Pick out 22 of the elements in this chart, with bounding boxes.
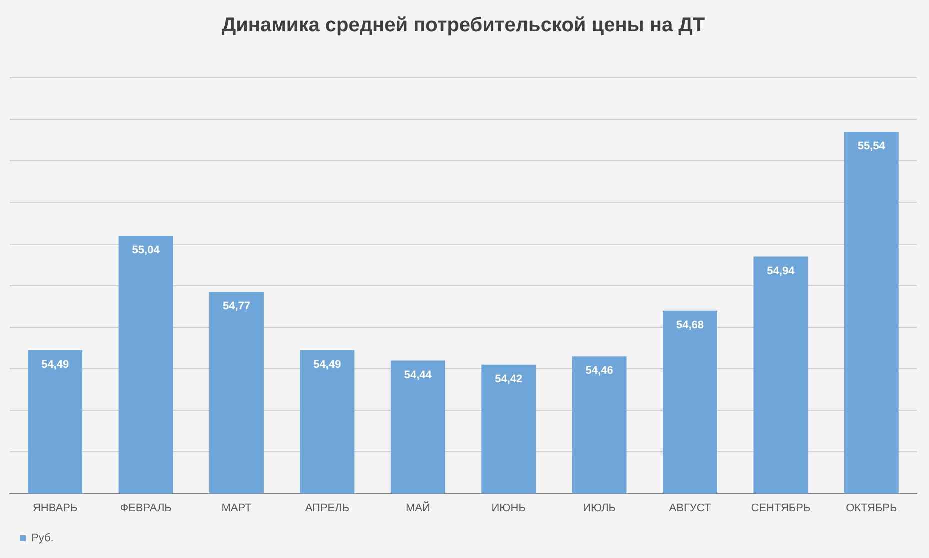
x-tick-label: ЯНВАРЬ [32,502,78,514]
x-tick-label: ОКТЯБРЬ [846,502,898,514]
x-tick-label: ИЮНЬ [492,502,526,514]
data-label: 54,44 [404,369,433,382]
data-label: 54,49 [314,358,342,371]
data-label: 54,77 [222,300,251,313]
data-label: 54,94 [767,265,796,278]
x-tick-label: МАРТ [222,502,252,514]
x-tick-label: ИЮЛЬ [583,502,616,514]
data-label: 55,54 [858,140,886,153]
data-label: 54,46 [586,365,614,378]
data-label: 54,68 [676,319,704,332]
x-tick-label: ФЕВРАЛЬ [120,502,172,514]
x-tick-label: МАЙ [406,501,430,514]
data-label: 54,49 [42,358,70,371]
x-tick-label: АВГУСТ [669,502,712,514]
legend-label: Руб. [32,532,54,545]
x-tick-label: АПРЕЛЬ [305,502,350,514]
x-tick-label: СЕНТЯБРЬ [751,502,811,514]
chart-title: Динамика средней потребительской цены на ДТ [222,14,706,37]
data-label: 54,42 [495,373,523,386]
data-label: 55,04 [132,244,161,257]
